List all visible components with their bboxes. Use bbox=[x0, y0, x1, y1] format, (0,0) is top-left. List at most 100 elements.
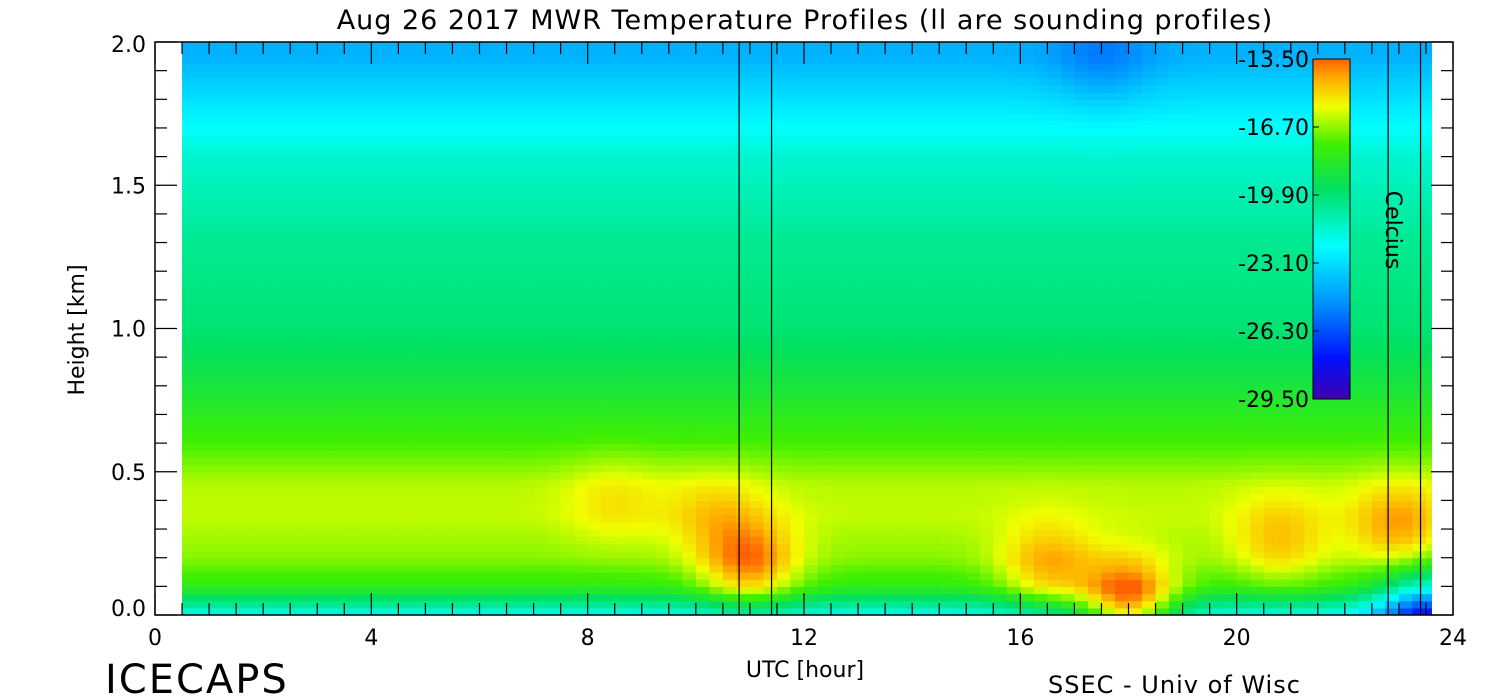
heatmap-cell bbox=[506, 564, 521, 573]
heatmap-cell bbox=[452, 49, 467, 57]
heatmap-cell bbox=[303, 328, 318, 337]
heatmap-cell bbox=[682, 163, 697, 172]
heatmap-cell bbox=[844, 185, 859, 194]
heatmap-cell bbox=[493, 521, 508, 530]
heatmap-cell bbox=[722, 342, 737, 351]
heatmap-cell bbox=[317, 149, 332, 158]
heatmap-cell bbox=[668, 443, 683, 451]
heatmap-cell bbox=[384, 278, 399, 287]
heatmap-cell bbox=[925, 435, 940, 444]
heatmap-cell bbox=[749, 163, 765, 172]
heatmap-cell bbox=[912, 228, 927, 236]
heatmap-cell bbox=[520, 178, 535, 186]
heatmap-cell bbox=[384, 192, 399, 201]
heatmap-cell bbox=[547, 264, 562, 272]
heatmap-cell bbox=[520, 385, 535, 394]
heatmap-cell bbox=[222, 84, 237, 93]
heatmap-cell bbox=[547, 521, 562, 530]
heatmap-cell bbox=[966, 414, 981, 423]
heatmap-cell bbox=[776, 536, 792, 544]
heatmap-cell bbox=[736, 328, 751, 337]
heatmap-cell bbox=[236, 478, 251, 487]
heatmap-cell bbox=[709, 56, 724, 65]
heatmap-cell bbox=[749, 557, 765, 566]
heatmap-cell bbox=[993, 579, 1008, 587]
heatmap-cell bbox=[831, 185, 846, 194]
heatmap-cell bbox=[641, 70, 656, 79]
heatmap-cell bbox=[506, 400, 521, 408]
heatmap-cell bbox=[182, 543, 197, 552]
heatmap-cell bbox=[344, 113, 359, 122]
heatmap-cell bbox=[520, 607, 535, 615]
heatmap-cell bbox=[871, 493, 886, 501]
heatmap-cell bbox=[411, 357, 427, 365]
heatmap-cell bbox=[384, 170, 399, 179]
heatmap-cell bbox=[574, 478, 589, 487]
heatmap-cell bbox=[858, 292, 873, 301]
heatmap-cell bbox=[249, 514, 264, 523]
heatmap-cell bbox=[939, 156, 954, 165]
heatmap-cell bbox=[844, 385, 859, 394]
heatmap-cell bbox=[263, 307, 278, 315]
heatmap-cell bbox=[344, 120, 359, 129]
heatmap-cell bbox=[709, 521, 724, 530]
heatmap-cell bbox=[628, 328, 643, 337]
heatmap-cell bbox=[749, 242, 765, 251]
heatmap-cell bbox=[236, 213, 251, 222]
heatmap-cell bbox=[330, 99, 345, 108]
heatmap-cell bbox=[195, 371, 210, 380]
heatmap-cell bbox=[452, 493, 467, 501]
heatmap-cell bbox=[236, 314, 251, 322]
heatmap-cell bbox=[398, 529, 413, 537]
heatmap-cell bbox=[344, 450, 359, 459]
heatmap-cell bbox=[993, 428, 1008, 437]
heatmap-cell bbox=[655, 185, 670, 194]
heatmap-cell bbox=[533, 120, 548, 129]
heatmap-cell bbox=[952, 471, 967, 480]
heatmap-cell bbox=[912, 192, 927, 201]
heatmap-cell bbox=[317, 364, 332, 373]
heatmap-cell bbox=[939, 170, 954, 179]
heatmap-cell bbox=[465, 178, 481, 186]
heatmap-cell bbox=[628, 49, 643, 57]
heatmap-cell bbox=[371, 221, 386, 229]
heatmap-cell bbox=[587, 42, 602, 50]
heatmap-cell bbox=[263, 285, 278, 294]
heatmap-cell bbox=[520, 63, 535, 72]
heatmap-cell bbox=[182, 421, 197, 430]
heatmap-cell bbox=[452, 428, 467, 437]
heatmap-cell bbox=[898, 92, 913, 100]
heatmap-cell bbox=[952, 285, 967, 294]
heatmap-cell bbox=[682, 593, 697, 602]
heatmap-cell bbox=[831, 63, 846, 72]
heatmap-cell bbox=[804, 579, 819, 587]
heatmap-cell bbox=[1006, 299, 1021, 308]
heatmap-cell bbox=[317, 371, 332, 380]
heatmap-cell bbox=[682, 99, 697, 108]
heatmap-cell bbox=[722, 49, 737, 57]
heatmap-cell bbox=[790, 249, 805, 258]
heatmap-cell bbox=[533, 192, 548, 201]
heatmap-cell bbox=[398, 414, 413, 423]
heatmap-cell bbox=[236, 192, 251, 201]
heatmap-cell bbox=[357, 149, 372, 158]
heatmap-cell bbox=[722, 335, 737, 344]
heatmap-cell bbox=[912, 70, 927, 79]
heatmap-cell bbox=[925, 536, 940, 544]
heatmap-cell bbox=[790, 328, 805, 337]
heatmap-cell bbox=[547, 285, 562, 294]
heatmap-cell bbox=[709, 450, 724, 459]
heatmap-cell bbox=[722, 550, 737, 559]
heatmap-cell bbox=[668, 607, 683, 615]
heatmap-cell bbox=[560, 607, 575, 615]
heatmap-cell bbox=[952, 529, 967, 537]
heatmap-cell bbox=[952, 586, 967, 595]
heatmap-cell bbox=[966, 256, 981, 265]
heatmap-cell bbox=[898, 56, 913, 65]
heatmap-cell bbox=[465, 135, 481, 143]
heatmap-cell bbox=[438, 392, 454, 401]
heatmap-cell bbox=[776, 478, 792, 487]
heatmap-cell bbox=[628, 521, 643, 530]
heatmap-cell bbox=[722, 307, 737, 315]
heatmap-cell bbox=[898, 392, 913, 401]
